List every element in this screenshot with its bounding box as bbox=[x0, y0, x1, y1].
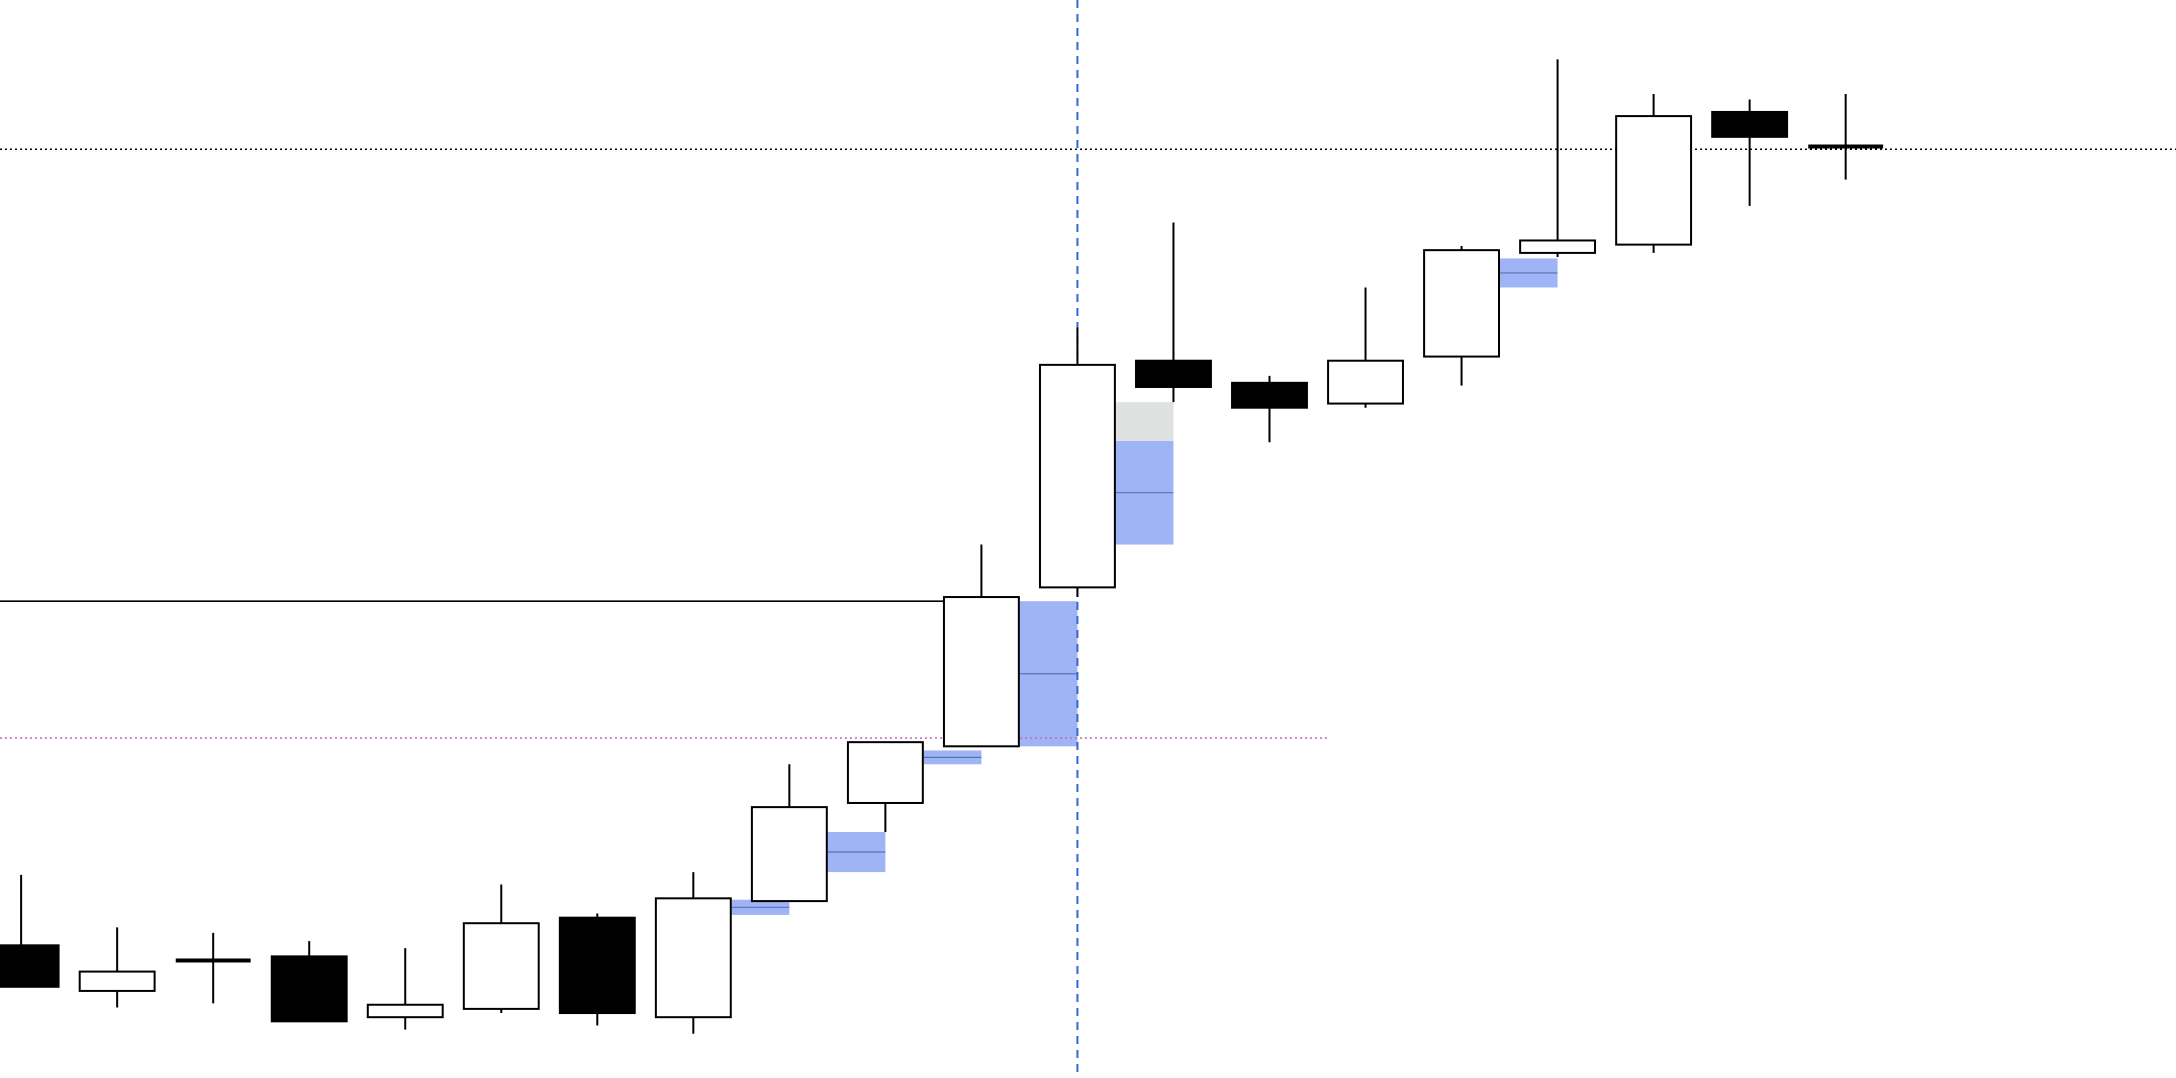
candle-body bbox=[366, 1003, 444, 1019]
candle-body bbox=[654, 897, 732, 1019]
candle-body bbox=[750, 806, 828, 903]
candle-body bbox=[1519, 239, 1597, 254]
candle-body bbox=[1423, 249, 1501, 358]
candle-body bbox=[1135, 359, 1212, 388]
candle-body bbox=[846, 741, 924, 804]
candle-body bbox=[1231, 381, 1308, 409]
candle-body bbox=[78, 970, 156, 992]
candle-body bbox=[270, 955, 348, 1023]
candle-body bbox=[942, 596, 1020, 748]
candle-body bbox=[462, 922, 540, 1010]
zone bbox=[1115, 402, 1174, 441]
candle-body bbox=[0, 944, 60, 988]
candle-body bbox=[1327, 359, 1404, 405]
candle-body bbox=[1038, 363, 1116, 589]
candle-body bbox=[1615, 115, 1693, 246]
candle-body bbox=[558, 916, 636, 1015]
candle-body bbox=[1711, 110, 1789, 138]
